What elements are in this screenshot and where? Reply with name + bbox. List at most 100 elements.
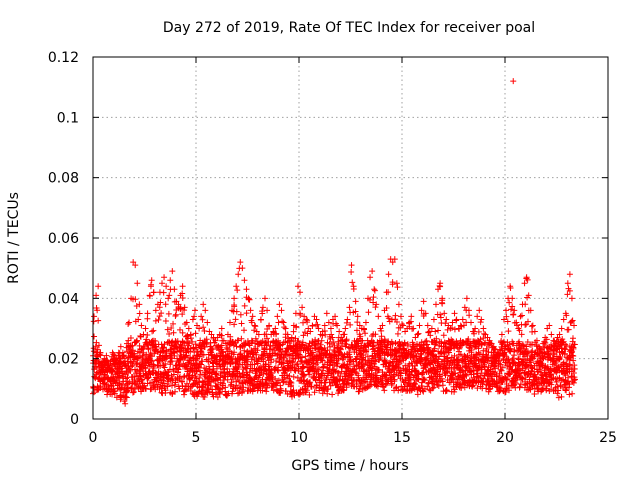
data-point xyxy=(346,304,353,311)
data-point xyxy=(117,359,124,366)
data-point xyxy=(131,377,138,384)
data-point xyxy=(443,316,450,323)
data-point xyxy=(425,379,432,386)
data-point xyxy=(563,387,570,394)
data-point xyxy=(510,311,517,318)
data-point xyxy=(325,386,332,393)
data-point xyxy=(158,310,165,317)
data-point xyxy=(410,325,417,332)
data-point xyxy=(294,361,301,368)
data-point xyxy=(305,325,312,332)
data-point xyxy=(147,357,154,364)
data-point xyxy=(412,334,419,341)
data-point xyxy=(141,382,148,389)
data-point xyxy=(360,351,367,358)
y-tick-label: 0 xyxy=(70,412,79,428)
data-point xyxy=(389,259,396,266)
data-point xyxy=(255,331,262,338)
data-point xyxy=(168,358,175,365)
data-point xyxy=(348,262,355,269)
data-point xyxy=(259,387,266,394)
data-point xyxy=(355,372,362,379)
data-point xyxy=(527,307,534,314)
data-point xyxy=(360,361,367,368)
data-point xyxy=(477,336,484,343)
data-point xyxy=(472,325,479,332)
data-point xyxy=(231,321,238,328)
data-point xyxy=(372,331,379,338)
data-point xyxy=(170,350,177,357)
data-point xyxy=(263,388,270,395)
data-point xyxy=(254,358,261,365)
data-point xyxy=(240,386,247,393)
data-point xyxy=(365,309,372,316)
data-point xyxy=(363,348,370,355)
data-point xyxy=(242,364,249,371)
data-point xyxy=(168,382,175,389)
data-point xyxy=(516,327,523,334)
data-point xyxy=(451,352,458,359)
data-point xyxy=(434,381,441,388)
data-point xyxy=(122,400,129,407)
data-point xyxy=(353,356,360,363)
data-point xyxy=(290,387,297,394)
data-point xyxy=(412,381,419,388)
data-point xyxy=(446,349,453,356)
data-point xyxy=(233,308,240,315)
data-point xyxy=(95,317,102,324)
data-point xyxy=(130,259,137,266)
data-point xyxy=(141,343,148,350)
data-point xyxy=(395,301,402,308)
data-point xyxy=(545,380,552,387)
data-point xyxy=(129,389,136,396)
data-point xyxy=(175,301,182,308)
data-point xyxy=(184,359,191,366)
data-point xyxy=(376,352,383,359)
data-point xyxy=(352,368,359,375)
data-point xyxy=(367,274,374,281)
data-point xyxy=(461,304,468,311)
data-point xyxy=(142,364,149,371)
data-point xyxy=(179,378,186,385)
data-point xyxy=(157,370,164,377)
data-point xyxy=(364,384,371,391)
y-tick-label: 0.12 xyxy=(48,50,79,66)
data-point xyxy=(276,301,283,308)
data-point xyxy=(168,325,175,332)
data-point xyxy=(176,326,183,333)
data-point xyxy=(121,398,128,405)
data-point xyxy=(139,354,146,361)
data-point xyxy=(543,377,550,384)
data-point xyxy=(308,350,315,357)
data-point xyxy=(458,323,465,330)
data-point xyxy=(234,287,241,294)
data-point xyxy=(480,335,487,342)
data-point xyxy=(420,375,427,382)
data-point xyxy=(353,349,360,356)
data-point xyxy=(528,352,535,359)
x-tick-label: 15 xyxy=(393,430,411,446)
data-point xyxy=(432,339,439,346)
data-point xyxy=(272,375,279,382)
data-point xyxy=(362,368,369,375)
data-point xyxy=(397,313,404,320)
data-point xyxy=(453,316,460,323)
data-point xyxy=(137,373,144,380)
data-point xyxy=(236,385,243,392)
data-point xyxy=(421,377,428,384)
data-point xyxy=(334,360,341,367)
data-point xyxy=(253,328,260,335)
data-point xyxy=(543,387,550,394)
data-point xyxy=(125,337,132,344)
data-point xyxy=(241,347,248,354)
data-point xyxy=(162,360,169,367)
data-point xyxy=(484,367,491,374)
data-point xyxy=(185,342,192,349)
data-point xyxy=(484,334,491,341)
data-point xyxy=(463,372,470,379)
data-point xyxy=(274,366,281,373)
data-point xyxy=(331,366,338,373)
data-point xyxy=(418,382,425,389)
data-point xyxy=(151,383,158,390)
data-point xyxy=(445,322,452,329)
